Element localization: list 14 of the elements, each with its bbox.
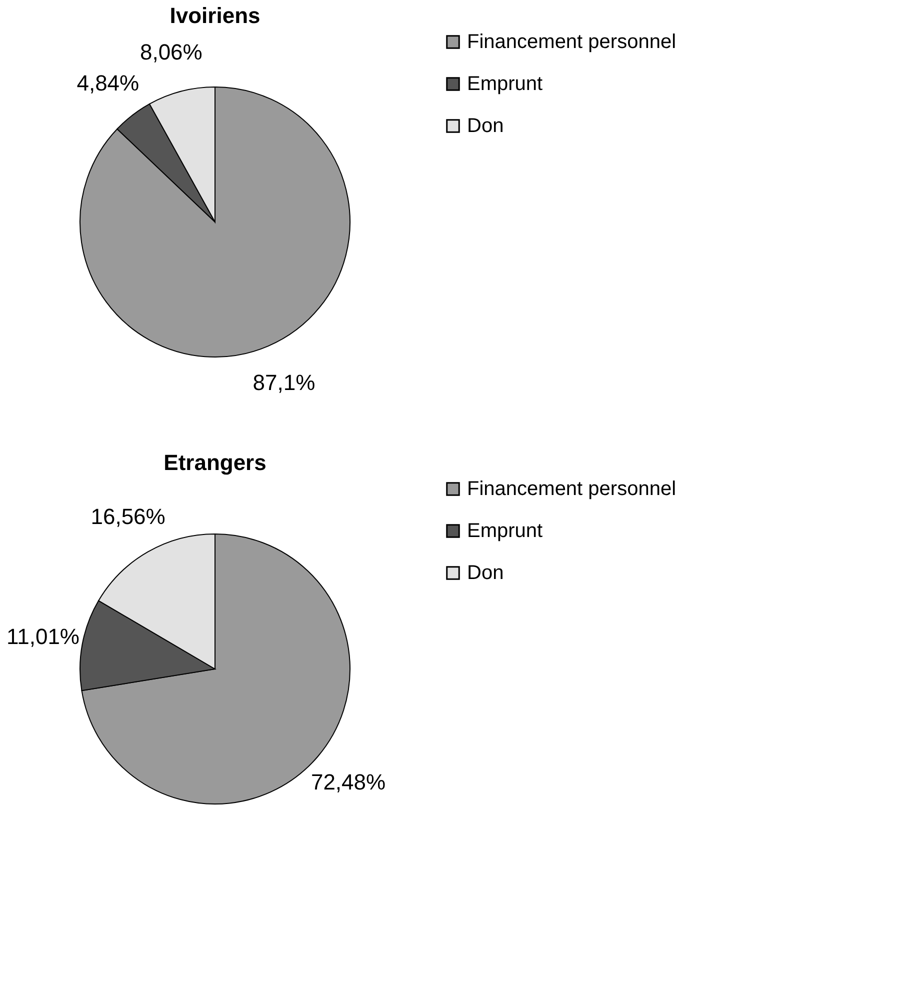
legend-label: Don <box>467 115 504 137</box>
legend-label: Emprunt <box>467 73 544 95</box>
data-label: 72,48% <box>310 769 386 794</box>
legend-label: Financement personnel <box>467 31 676 53</box>
data-label: 16,56% <box>90 504 166 530</box>
legend-label: Emprunt <box>467 520 544 542</box>
chart-title: Etrangers <box>164 450 266 475</box>
legend-label: Don <box>467 562 504 584</box>
data-label: 11,01% <box>6 624 80 649</box>
data-label: 8,06% <box>140 40 202 65</box>
data-label: 4,84% <box>76 70 140 96</box>
data-label: 87,1% <box>252 370 316 395</box>
chart-title: Ivoiriens <box>170 3 260 28</box>
legend-label: Financement personnel <box>467 478 676 500</box>
